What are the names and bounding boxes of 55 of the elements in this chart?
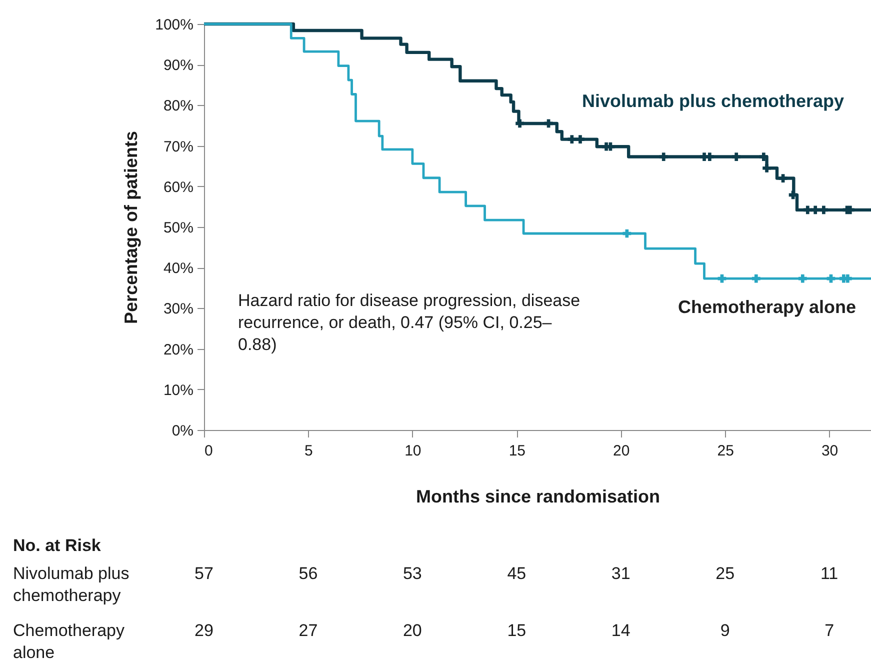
x-tick-label: 25 (717, 442, 734, 460)
x-tick-label: 30 (821, 442, 838, 460)
point (622, 229, 632, 238)
point (568, 135, 576, 144)
text: 20 (402, 620, 423, 642)
x-tick-label: 20 (613, 442, 630, 460)
text: No. at Risk (13, 535, 101, 557)
text: 25 (714, 563, 736, 585)
y-tick-label: 30% (163, 300, 194, 318)
text: 29 (194, 620, 214, 642)
y-axis-title: Percentage of patients (121, 130, 142, 324)
point (811, 206, 820, 214)
text: 56 (298, 563, 319, 585)
text: 11 (819, 563, 840, 585)
series-label: Chemotherapy alone (678, 297, 856, 317)
series-label: Nivolumab plus chemotherapy (582, 91, 844, 111)
y-tick-label: 50% (163, 220, 194, 236)
text: Chemotherapy alone (13, 620, 126, 661)
x-tick-label: 0 (204, 442, 213, 460)
text: Nivolumab plus chemotherapy (13, 563, 130, 607)
y-tick-label: 20% (163, 341, 194, 358)
point (659, 152, 668, 161)
point (516, 119, 524, 128)
point (732, 152, 741, 161)
x-axis-title: Months since randomisation (416, 486, 660, 506)
y-tick-label: 0% (172, 422, 194, 440)
x-tick-label: 10 (404, 442, 422, 460)
point (778, 174, 788, 182)
text: 15 (506, 620, 528, 642)
y-tick-label: 10% (163, 382, 194, 399)
point (576, 135, 584, 144)
text: 53 (402, 563, 423, 585)
annotation: Hazard ratio for disease progression, disease recurrence, or death, 0.47 (95% CI, 0.25–0.88) (238, 290, 582, 356)
text: 27 (298, 620, 319, 642)
y-tick-label: 70% (163, 138, 194, 156)
text: 57 (194, 563, 214, 585)
text: 14 (610, 620, 632, 642)
point (705, 152, 714, 161)
y-tick-label: 90% (163, 57, 194, 74)
point (762, 164, 771, 172)
text: 9 (719, 620, 731, 642)
x-tick-label: 15 (508, 442, 526, 460)
y-tick-label: 100% (155, 16, 194, 34)
point (752, 274, 760, 283)
text: 45 (506, 563, 528, 585)
text: 7 (824, 620, 836, 642)
y-tick-label: 60% (163, 178, 194, 196)
point (759, 152, 768, 161)
y-tick-label: 80% (163, 98, 194, 115)
text: 31 (610, 563, 632, 585)
point (788, 190, 798, 200)
point (798, 274, 807, 283)
x-tick-label: 5 (304, 442, 313, 460)
y-tick-label: 40% (163, 260, 194, 278)
point (820, 206, 828, 214)
